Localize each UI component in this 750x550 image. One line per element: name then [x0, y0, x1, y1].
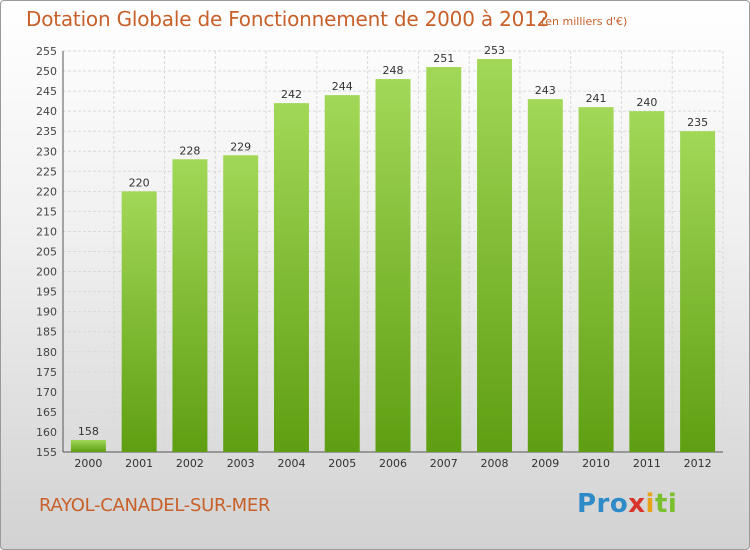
bar — [680, 131, 716, 452]
x-tick-label: 2012 — [684, 457, 712, 470]
bar-value-label: 241 — [586, 92, 607, 105]
y-tick-label: 235 — [36, 125, 57, 138]
bar — [578, 107, 614, 452]
x-tick-label: 2011 — [633, 457, 661, 470]
data-labels: 158 220 228 229 242 244 248 251 253 243 241 240 235 — [78, 44, 708, 438]
bar — [527, 99, 563, 453]
y-tick-label: 210 — [36, 225, 57, 238]
y-tick-label: 195 — [36, 286, 57, 299]
bar-value-label: 220 — [129, 176, 150, 189]
y-tick-label: 175 — [36, 366, 57, 379]
x-tick-label: 2000 — [74, 457, 102, 470]
chart-unit: (en milliers d'€) — [541, 15, 628, 28]
x-tick-label: 2009 — [531, 457, 559, 470]
bar — [375, 79, 411, 452]
bars — [70, 59, 716, 453]
x-tick-label: 2001 — [125, 457, 153, 470]
logo-part-1: Pro — [577, 489, 629, 519]
bar — [172, 159, 208, 452]
logo-part-4: ti — [654, 489, 678, 519]
y-tick-label: 255 — [36, 45, 57, 58]
bar-value-label: 253 — [484, 44, 505, 57]
y-tick-label: 250 — [36, 65, 57, 78]
y-tick-label: 220 — [36, 185, 57, 198]
bar-value-label: 240 — [636, 96, 657, 109]
logo-part-2: x — [628, 489, 646, 519]
x-tick-label: 2006 — [379, 457, 407, 470]
bar — [324, 95, 360, 453]
bar — [426, 67, 462, 452]
y-tick-label: 160 — [36, 426, 57, 439]
bar-value-label: 235 — [687, 116, 708, 129]
bar-value-label: 242 — [281, 88, 302, 101]
proxiti-logo[interactable]: Proxiti — [577, 489, 677, 519]
y-tick-label: 180 — [36, 346, 57, 359]
bar-value-label: 229 — [230, 140, 251, 153]
y-tick-label: 215 — [36, 205, 57, 218]
y-tick-label: 240 — [36, 105, 57, 118]
bar-value-label: 228 — [179, 144, 200, 157]
y-tick-label: 165 — [36, 406, 57, 419]
bar — [629, 111, 665, 453]
axes: 155 160 165 170 175 180 185 190 195 200 205 210 215 2… — [36, 45, 723, 470]
bar — [477, 59, 513, 453]
y-tick-label: 205 — [36, 246, 57, 259]
x-tick-label: 2005 — [328, 457, 356, 470]
bar — [121, 191, 157, 452]
x-tick-label: 2008 — [481, 457, 509, 470]
y-tick-label: 230 — [36, 145, 57, 158]
y-tick-label: 155 — [36, 446, 57, 459]
commune-name: RAYOL-CANADEL-SUR-MER — [39, 495, 271, 516]
bar — [70, 439, 106, 452]
y-tick-label: 245 — [36, 85, 57, 98]
x-tick-label: 2007 — [430, 457, 458, 470]
bar-value-label: 251 — [433, 52, 454, 65]
bar — [223, 155, 259, 452]
bar-value-label: 248 — [383, 64, 404, 77]
x-tick-label: 2002 — [176, 457, 204, 470]
x-tick-label: 2004 — [277, 457, 305, 470]
bar — [273, 103, 309, 452]
y-tick-label: 185 — [36, 326, 57, 339]
y-tick-label: 225 — [36, 165, 57, 178]
x-tick-label: 2003 — [227, 457, 255, 470]
y-tick-label: 190 — [36, 306, 57, 319]
bar-value-label: 244 — [332, 80, 353, 93]
bar-value-label: 243 — [535, 84, 556, 97]
chart-title: Dotation Globale de Fonctionnement de 20… — [26, 7, 550, 31]
y-tick-label: 170 — [36, 386, 57, 399]
logo-part-3: i — [645, 489, 655, 519]
x-tick-label: 2010 — [582, 457, 610, 470]
bar-value-label: 158 — [78, 425, 99, 438]
y-tick-label: 200 — [36, 266, 57, 279]
